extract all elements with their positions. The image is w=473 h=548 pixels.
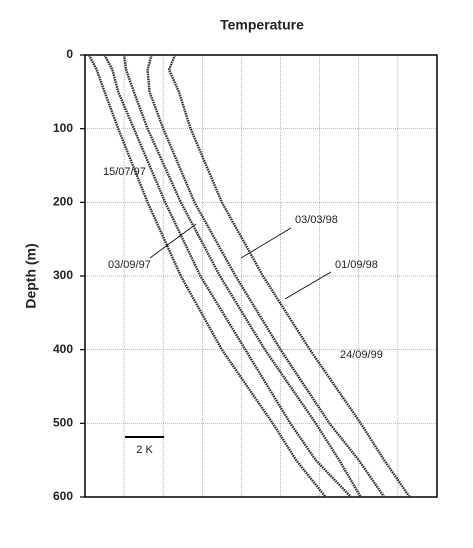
series-label: 03/09/97 <box>108 259 151 271</box>
y-tick-label: 300 <box>53 268 73 282</box>
series-label: 15/07/97 <box>103 166 146 178</box>
scale-bar-label: 2 K <box>136 444 153 456</box>
y-tick-label: 0 <box>66 47 73 61</box>
temperature-profile <box>122 54 362 498</box>
temperature-profile <box>103 54 352 498</box>
temperature-profile <box>146 54 386 498</box>
series-label: 24/09/99 <box>340 349 383 361</box>
y-tick-label: 500 <box>53 416 73 430</box>
series-label: 01/09/98 <box>335 259 378 271</box>
y-tick-label: 400 <box>53 342 73 356</box>
chart-title: Temperature <box>220 17 304 33</box>
temperature-profile <box>87 54 327 498</box>
label-leader <box>284 271 332 300</box>
y-tick-label: 600 <box>53 489 73 503</box>
label-leader <box>240 227 292 259</box>
series-label: 03/03/98 <box>295 214 338 226</box>
y-axis-label: Depth (m) <box>23 243 39 308</box>
plot-frame <box>84 54 438 498</box>
y-tick-label: 100 <box>53 121 73 135</box>
y-tick-label: 200 <box>53 195 73 209</box>
label-leader <box>149 223 197 259</box>
temperature-profile <box>167 54 411 498</box>
